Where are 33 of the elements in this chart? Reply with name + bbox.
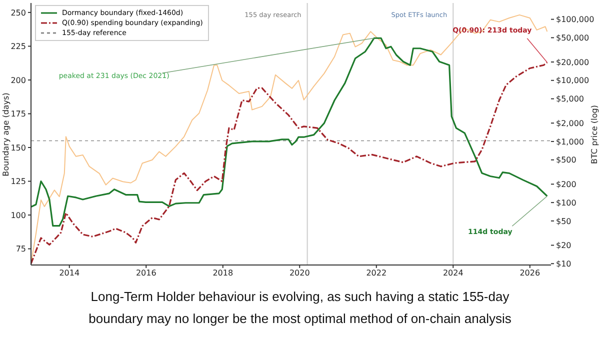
- y2-tick-label: $500: [556, 156, 576, 165]
- line-series: [31, 62, 548, 264]
- x-tick-label: 2020: [289, 268, 310, 278]
- y2-tick-label: $100: [556, 198, 576, 208]
- y-tick-label: 225: [10, 42, 26, 52]
- y-tick-label: 125: [10, 177, 26, 186]
- line-series: [31, 37, 548, 227]
- x-tick-label: 2022: [366, 268, 387, 278]
- y-tick-label: 150: [10, 143, 26, 152]
- y2-tick-label: $10,000: [556, 76, 590, 86]
- x-tick-label: 2016: [136, 268, 156, 278]
- y-tick-label: 100: [10, 210, 26, 220]
- x-tick-label: 2024: [442, 268, 464, 278]
- y-axis-title: Boundary age (days): [2, 92, 11, 176]
- y2-tick-label: $50,000: [556, 34, 590, 43]
- y2-tick-label: $2,000: [556, 118, 584, 128]
- y2-tick-label: $20,000: [556, 58, 590, 67]
- y-tick-label: 250: [10, 8, 26, 18]
- y2-tick-label: $200: [556, 180, 576, 190]
- x-tick-label: 2018: [212, 268, 234, 278]
- text: Long-Term Holder behaviour is evolving, as such having a static 155-day boundary may no longer be the most optimal method of on-chain analysis: [88, 288, 512, 328]
- y-tick-label: 200: [10, 76, 26, 85]
- y2-tick-label: $100,000: [556, 15, 594, 24]
- y2-tick-label: $20: [556, 241, 572, 250]
- y-tick-label: 75: [16, 244, 26, 254]
- y-tick-label: 175: [10, 110, 26, 119]
- y2-axis-title: BTC price (log): [590, 104, 598, 164]
- y2-tick-label: $50: [556, 216, 572, 226]
- y2-tick-label: $5,000: [556, 94, 584, 104]
- x-tick-label: 2014: [59, 268, 80, 278]
- x-tick-label: 2026: [520, 268, 540, 278]
- y2-tick-label: $10: [556, 259, 572, 268]
- y2-tick-label: $1,000: [556, 137, 584, 146]
